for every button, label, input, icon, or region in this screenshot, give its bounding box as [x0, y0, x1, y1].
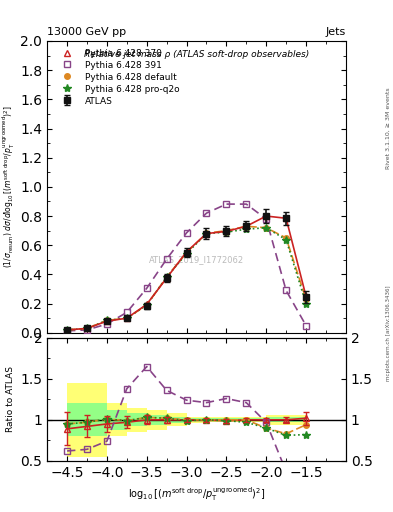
Pythia 6.428 370 — [264, 213, 268, 219]
Pythia 6.428 391 — [144, 285, 149, 291]
Pythia 6.428 370 — [65, 327, 70, 333]
Pythia 6.428 pro-q2o — [144, 302, 149, 308]
Pythia 6.428 pro-q2o — [65, 327, 70, 333]
Pythia 6.428 default — [184, 249, 189, 255]
Pythia 6.428 default — [125, 315, 129, 322]
Pythia 6.428 391 — [105, 321, 109, 327]
Pythia 6.428 391 — [304, 323, 309, 329]
Text: Rivet 3.1.10, ≥ 3M events: Rivet 3.1.10, ≥ 3M events — [386, 87, 391, 169]
Pythia 6.428 default — [204, 230, 209, 237]
Pythia 6.428 370 — [184, 249, 189, 255]
Pythia 6.428 391 — [164, 256, 169, 262]
Text: Relative jet mass ρ (ATLAS soft-drop observables): Relative jet mass ρ (ATLAS soft-drop obs… — [84, 50, 309, 59]
Pythia 6.428 default — [65, 327, 70, 333]
Pythia 6.428 370 — [304, 293, 309, 300]
Pythia 6.428 391 — [264, 216, 268, 222]
Pythia 6.428 370 — [105, 318, 109, 324]
Pythia 6.428 default — [264, 225, 268, 231]
Y-axis label: $(1/\sigma_\mathrm{resum})\ d\sigma/d\log_{10}[(m^{\mathrm{soft\ drop}}/p_\mathr: $(1/\sigma_\mathrm{resum})\ d\sigma/d\lo… — [1, 105, 17, 268]
Pythia 6.428 370 — [204, 230, 209, 237]
Pythia 6.428 default — [84, 325, 89, 331]
Pythia 6.428 370 — [224, 228, 229, 234]
Pythia 6.428 default — [284, 235, 288, 241]
Pythia 6.428 default — [144, 302, 149, 308]
Pythia 6.428 391 — [65, 328, 70, 334]
Pythia 6.428 pro-q2o — [264, 225, 268, 231]
Line: Pythia 6.428 391: Pythia 6.428 391 — [64, 201, 310, 334]
Pythia 6.428 pro-q2o — [284, 237, 288, 243]
Y-axis label: Ratio to ATLAS: Ratio to ATLAS — [6, 367, 15, 432]
Text: mcplots.cern.ch [arXiv:1306.3436]: mcplots.cern.ch [arXiv:1306.3436] — [386, 285, 391, 380]
Pythia 6.428 391 — [204, 210, 209, 216]
Pythia 6.428 default — [224, 227, 229, 233]
Text: 13000 GeV pp: 13000 GeV pp — [47, 28, 126, 37]
Pythia 6.428 pro-q2o — [164, 274, 169, 280]
Pythia 6.428 default — [164, 274, 169, 280]
Text: Jets: Jets — [325, 28, 346, 37]
Pythia 6.428 370 — [164, 275, 169, 281]
Text: ATLAS_2019_I1772062: ATLAS_2019_I1772062 — [149, 255, 244, 264]
Pythia 6.428 pro-q2o — [184, 250, 189, 257]
Pythia 6.428 pro-q2o — [244, 226, 249, 232]
Pythia 6.428 370 — [125, 315, 129, 322]
Pythia 6.428 391 — [84, 327, 89, 333]
Pythia 6.428 391 — [244, 201, 249, 207]
Pythia 6.428 pro-q2o — [204, 230, 209, 237]
X-axis label: $\log_{10}[(m^{\mathrm{soft\ drop}}/p_\mathrm{T}^{\mathrm{ungroomed}})^2]$: $\log_{10}[(m^{\mathrm{soft\ drop}}/p_\m… — [128, 485, 265, 503]
Legend: Pythia 6.428 370, Pythia 6.428 391, Pythia 6.428 default, Pythia 6.428 pro-q2o, : Pythia 6.428 370, Pythia 6.428 391, Pyth… — [51, 46, 183, 109]
Line: Pythia 6.428 pro-q2o: Pythia 6.428 pro-q2o — [63, 224, 310, 334]
Pythia 6.428 370 — [84, 325, 89, 331]
Pythia 6.428 391 — [224, 201, 229, 207]
Pythia 6.428 370 — [144, 301, 149, 307]
Pythia 6.428 pro-q2o — [84, 325, 89, 331]
Pythia 6.428 pro-q2o — [304, 301, 309, 307]
Pythia 6.428 391 — [184, 230, 189, 236]
Pythia 6.428 pro-q2o — [224, 229, 229, 235]
Pythia 6.428 370 — [284, 215, 288, 221]
Pythia 6.428 default — [244, 223, 249, 229]
Pythia 6.428 default — [105, 317, 109, 324]
Pythia 6.428 370 — [244, 223, 249, 229]
Pythia 6.428 default — [304, 296, 309, 302]
Pythia 6.428 391 — [125, 309, 129, 315]
Pythia 6.428 pro-q2o — [125, 315, 129, 322]
Line: Pythia 6.428 370: Pythia 6.428 370 — [64, 212, 310, 333]
Pythia 6.428 pro-q2o — [105, 317, 109, 324]
Line: Pythia 6.428 default: Pythia 6.428 default — [64, 224, 309, 333]
Pythia 6.428 391 — [284, 287, 288, 293]
